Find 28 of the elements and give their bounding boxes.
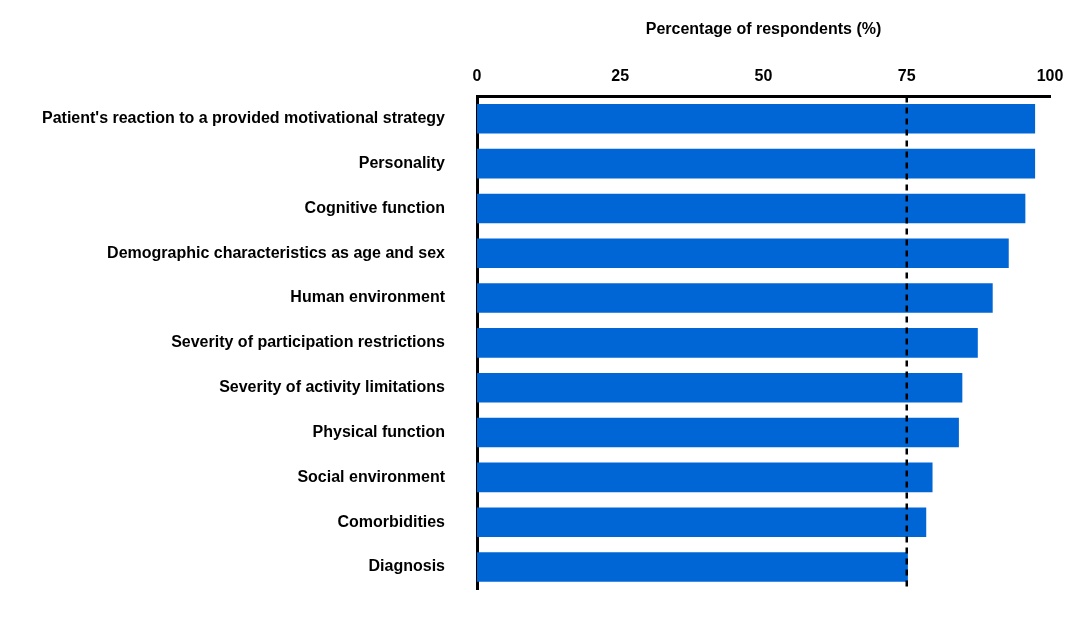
y-tick-label: Social environment: [297, 467, 446, 485]
y-tick-label: Personality: [358, 154, 446, 172]
bar: [477, 328, 978, 358]
y-tick-label: Severity of activity limitations: [219, 378, 446, 396]
x-tick-label: 0: [472, 67, 482, 85]
bar: [477, 283, 993, 313]
bar: [477, 372, 963, 403]
bar: [477, 507, 927, 537]
x-tick-label: 75: [897, 67, 916, 85]
x-tick-label: 25: [611, 67, 630, 85]
bar: [477, 552, 908, 582]
y-tick-label: Diagnosis: [368, 557, 446, 575]
x-tick-label: 100: [1036, 67, 1064, 85]
y-tick-label: Physical function: [312, 422, 446, 440]
y-tick-label: Demographic characteristics as age and sex: [107, 243, 446, 261]
bar: [477, 238, 1009, 269]
bar: [477, 148, 1036, 179]
y-tick-label: Patient's reaction to a provided motivational strategy: [41, 109, 446, 127]
bar: [477, 104, 1036, 134]
bar: [477, 417, 959, 448]
y-tick-label: Comorbidities: [337, 512, 446, 530]
x-axis-title: Percentage of respondents (%): [645, 20, 882, 38]
x-tick-label: 50: [754, 67, 773, 85]
bar: [477, 462, 933, 493]
bar: [477, 193, 1026, 224]
y-tick-label: Cognitive function: [304, 198, 446, 216]
y-tick-label: Human environment: [290, 288, 446, 306]
y-tick-label: Severity of participation restrictions: [171, 333, 446, 351]
